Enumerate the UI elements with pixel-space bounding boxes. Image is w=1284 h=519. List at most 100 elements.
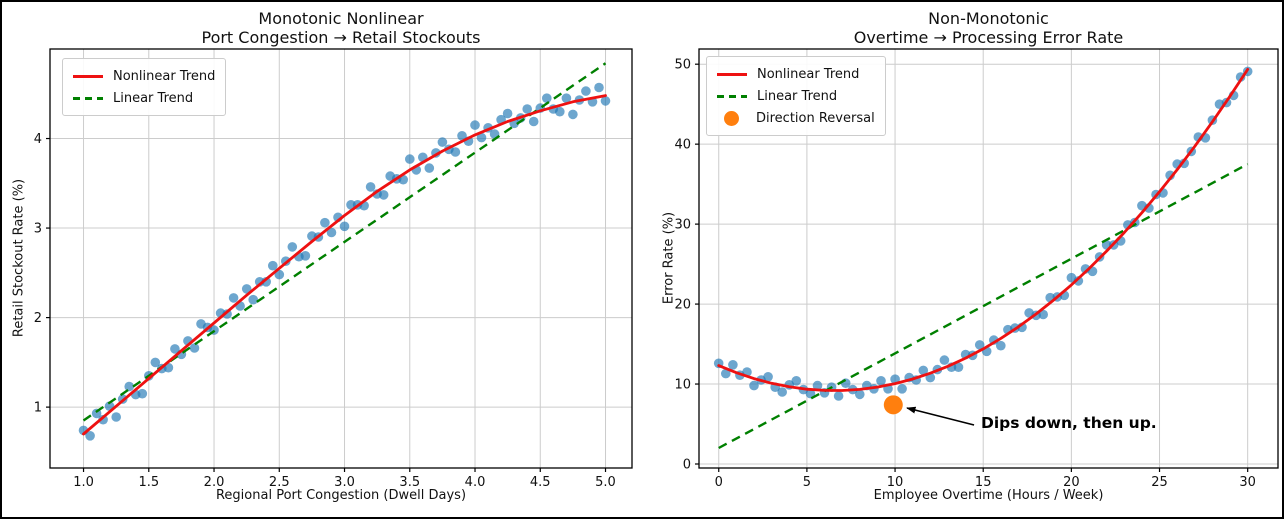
y-tick-label: 50	[674, 58, 691, 73]
left-chart-title-line2: Port Congestion → Retail Stockouts	[201, 28, 481, 47]
left-legend: Nonlinear Trend Linear Trend	[62, 58, 227, 116]
scatter-point	[424, 163, 435, 173]
scatter-point	[320, 217, 330, 228]
scatter-point	[124, 381, 134, 392]
x-tick-label: 25	[1151, 475, 1168, 490]
x-tick-label: 3.5	[399, 475, 420, 490]
x-tick-label: 4.5	[530, 475, 551, 490]
scatter-point	[791, 376, 802, 386]
right-legend: Nonlinear Trend Linear Trend Direction R…	[706, 56, 886, 136]
legend-item-linear-trend: Linear Trend	[717, 85, 875, 107]
y-tick-label: 0	[683, 458, 691, 473]
green-dashed-line-swatch	[73, 96, 103, 100]
annotation-arrow	[906, 406, 975, 426]
scatter-point	[594, 82, 604, 93]
left-chart-title: Monotonic Nonlinear Port Congestion → Re…	[50, 9, 632, 47]
y-tick-label: 30	[674, 218, 691, 233]
scatter-point	[528, 116, 539, 127]
scatter-point	[476, 132, 487, 143]
scatter-point	[268, 260, 278, 271]
scatter-point	[542, 93, 552, 103]
x-tick-label: 20	[1063, 475, 1080, 490]
y-tick-label: 10	[674, 378, 691, 393]
legend-label: Nonlinear Trend	[113, 68, 216, 84]
x-tick-label: 5	[803, 475, 811, 490]
legend-item-nonlinear-trend: Nonlinear Trend	[717, 63, 875, 85]
scatter-point	[555, 106, 565, 117]
legend-label: Direction Reversal	[756, 110, 875, 126]
annotation-text: Dips down, then up.	[981, 414, 1157, 432]
orange-dot-swatch	[724, 110, 739, 126]
y-tick-label: 2	[34, 311, 42, 326]
scatter-point	[300, 251, 311, 261]
right-chart-title-line1: Non-Monotonic	[928, 9, 1049, 28]
direction-reversal-marker	[883, 395, 903, 415]
x-tick-label: 3.0	[334, 475, 355, 490]
scatter-point	[228, 293, 239, 303]
scatter-point	[274, 269, 285, 280]
scatter-point	[897, 384, 907, 394]
x-tick-label: 1.5	[138, 475, 159, 490]
right-chart-title-line2: Overtime → Processing Error Rate	[853, 28, 1124, 47]
scatter-point	[365, 182, 376, 192]
right-x-axis-label: Employee Overtime (Hours / Week)	[873, 488, 1104, 503]
x-tick-label: 15	[975, 475, 992, 490]
legend-label: Linear Trend	[757, 88, 838, 104]
scatter-point	[581, 86, 591, 96]
scatter-point	[150, 357, 161, 368]
nonlinear-trend-line	[717, 68, 1250, 392]
left-subplot: 1.0 1.5 2.0 2.5 3.0 3.5 4.0 4.5 5.0 1 2 3 4	[34, 48, 633, 490]
scatter-point	[953, 362, 964, 373]
scatter-point	[405, 154, 415, 164]
scatter-point	[728, 360, 738, 370]
scatter-point	[502, 108, 513, 119]
scatter-point	[450, 147, 461, 157]
scatter-point	[749, 380, 759, 391]
scatter-point	[918, 365, 929, 376]
y-tick-label: 3	[34, 222, 42, 237]
x-tick-label: 1.0	[73, 475, 94, 490]
linear-trend-line	[718, 163, 1249, 450]
scatter-point	[470, 120, 480, 130]
left-chart-title-line1: Monotonic Nonlinear	[258, 9, 424, 28]
scatter-point	[996, 340, 1006, 351]
x-tick-label: 2.5	[269, 475, 290, 490]
left-y-axis-label: Retail Stockout Rate (%)	[11, 178, 27, 338]
axes-border	[698, 48, 1279, 469]
scatter-point	[378, 190, 389, 200]
right-subplot: 0 5 10 15 20 25 30 0 10 20 30 40 50	[674, 48, 1279, 490]
axes-border	[49, 48, 633, 469]
scatter-point	[812, 380, 823, 391]
x-tick-label: 10	[887, 475, 904, 490]
right-chart-title: Non-Monotonic Overtime → Processing Erro…	[699, 9, 1278, 47]
y-tick-label: 20	[674, 298, 691, 313]
scatter-point	[522, 104, 532, 114]
scatter-point	[763, 372, 773, 382]
scatter-point	[170, 344, 180, 354]
legend-label: Linear Trend	[113, 90, 194, 106]
scatter-point	[939, 355, 950, 365]
scatter-point	[137, 388, 148, 399]
y-tick-label: 40	[674, 138, 691, 153]
scatter-point	[111, 412, 121, 422]
red-solid-line-swatch	[717, 72, 747, 76]
x-tick-label: 2.0	[204, 475, 225, 490]
scatter-point	[833, 391, 844, 401]
scatter-point	[287, 242, 298, 252]
legend-label: Nonlinear Trend	[757, 66, 860, 82]
green-dashed-line-swatch	[717, 94, 747, 98]
scatter-point	[248, 294, 258, 305]
y-tick-label: 4	[34, 132, 42, 147]
x-tick-label: 0	[715, 475, 723, 490]
right-y-axis-label: Error Rate (%)	[661, 211, 677, 305]
scatter-point	[326, 227, 337, 238]
scatter-point	[777, 387, 787, 397]
y-tick-label: 1	[34, 401, 42, 416]
scatter-point	[241, 284, 252, 294]
nonlinear-trend-line	[82, 94, 607, 436]
scatter-point	[561, 93, 572, 103]
x-tick-label: 30	[1239, 475, 1256, 490]
scatter-point	[98, 414, 108, 425]
